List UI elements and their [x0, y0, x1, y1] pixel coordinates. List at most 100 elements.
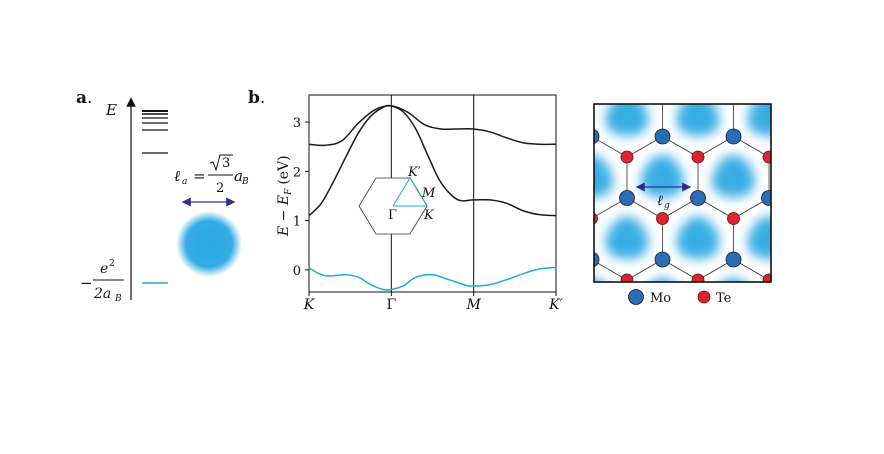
lattice-bond [520, 75, 556, 96]
svg-text:g: g [664, 201, 670, 211]
lattice-bond [556, 137, 592, 158]
panel-b-label: b. [248, 88, 266, 108]
svg-text:2: 2 [216, 181, 224, 196]
density-blob [536, 95, 576, 136]
lattice-bond [556, 321, 592, 342]
mo-atom [725, 251, 742, 268]
lattice-bond [698, 321, 734, 342]
svg-text:ℓ: ℓ [657, 193, 663, 209]
y-ticks: 0 1 2 3 [293, 116, 309, 279]
charge-density [536, 95, 825, 321]
lattice-bond [734, 75, 770, 96]
density-blob [607, 104, 647, 136]
lattice-bond [698, 75, 734, 96]
svg-text:a: a [234, 167, 243, 185]
te-atom [656, 212, 669, 225]
bz-k-label: K [423, 208, 435, 223]
exciton-orbital [176, 211, 242, 277]
svg-text:ℓ: ℓ [174, 167, 180, 185]
lattice-bond [556, 260, 592, 281]
legend-mo-label: Mo [650, 291, 671, 306]
density-blob [594, 279, 600, 282]
lattice-bond [591, 321, 627, 342]
lattice-bond [663, 75, 699, 96]
density-blob [642, 156, 683, 198]
mo-atom [654, 128, 671, 145]
svg-text:e: e [100, 261, 108, 277]
y-tick-label-1: 1 [293, 215, 301, 230]
density-blob [785, 280, 825, 321]
density-blob [749, 218, 771, 259]
x-tick-label-1: Γ [386, 297, 396, 313]
y-tick-label-3: 3 [293, 116, 301, 131]
lattice-bond [520, 321, 556, 342]
bz-kprime-label: K′ [407, 165, 421, 180]
lattice-bond [805, 260, 841, 281]
band-series-0 [308, 105, 557, 147]
band-series-2 [308, 266, 557, 291]
lattice-bond [805, 198, 841, 219]
x-tick-label-0: K [303, 297, 316, 313]
svg-text:B: B [241, 177, 249, 187]
mo-atom [619, 190, 635, 206]
lattice-bond [769, 75, 805, 96]
density-blob [607, 218, 647, 259]
lattice-bond [520, 137, 556, 158]
bz-gamma-label: Γ [388, 208, 397, 223]
mo-atom [690, 190, 706, 206]
lattice-bond [734, 321, 770, 342]
svg-text:3: 3 [222, 156, 230, 171]
lattice-bond [520, 260, 556, 281]
band-series-1 [308, 104, 557, 217]
plot-frame [308, 94, 557, 293]
lattice-bond [627, 321, 663, 342]
lattice-bond [769, 321, 805, 342]
svg-text:2a: 2a [93, 286, 111, 302]
bz-path [392, 177, 428, 207]
mo-atom [654, 251, 671, 268]
density-blob [536, 218, 576, 259]
svg-text:a: a [182, 177, 187, 187]
band-lines [308, 104, 557, 291]
te-atom [657, 90, 669, 102]
te-atom [762, 150, 771, 164]
y-axis-label: E − EF(eV) [276, 155, 294, 237]
mo-atom [594, 252, 600, 267]
lattice-bond [591, 75, 627, 96]
te-atom [727, 212, 740, 225]
y-tick-label-2: 2 [293, 165, 301, 180]
density-blob [749, 104, 771, 136]
te-atom [620, 273, 634, 282]
panel-a-label: a. [76, 88, 93, 108]
lattice-atoms [594, 90, 771, 282]
energy-levels [142, 110, 168, 154]
x-ticks: K Γ M K′ [303, 292, 564, 313]
lattice-frame [593, 103, 772, 283]
legend-te-label: Te [716, 291, 732, 306]
lattice-bond [663, 321, 699, 342]
lattice-bond [768, 197, 771, 200]
energy-axis-label: E [105, 101, 117, 119]
lattice-bond [805, 137, 841, 158]
te-atom [691, 150, 705, 164]
mo-atom [725, 128, 742, 145]
mo-atom [594, 129, 600, 144]
density-blob [785, 157, 825, 198]
moire-length-label: ℓ g [657, 193, 670, 211]
te-atom [728, 90, 740, 102]
x-tick-label-2: M [465, 297, 481, 313]
bz-m-label: M [421, 186, 436, 201]
lattice-bond [556, 75, 592, 96]
lattice-bond [556, 198, 592, 219]
te-atom [762, 273, 771, 282]
te-atom [620, 150, 634, 164]
legend-te-marker [697, 290, 711, 304]
mo-atom [761, 190, 771, 206]
density-blob [594, 156, 612, 198]
ground-state-label: − e 2 2a B [80, 259, 124, 304]
bohr-length-label: ℓ a = 3 2 a B [174, 154, 249, 196]
lattice-bond [805, 75, 841, 96]
lattice-bond [768, 278, 771, 281]
